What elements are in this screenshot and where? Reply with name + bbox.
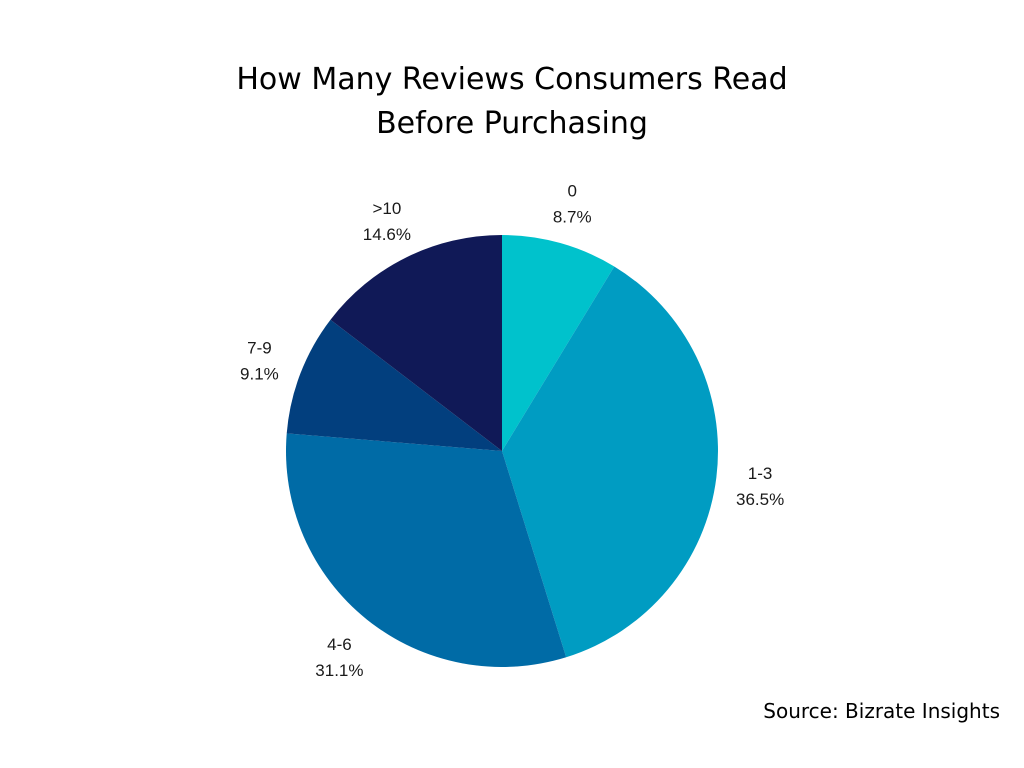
pie-slice-10 xyxy=(330,235,502,451)
slice-value-label: 8.7% xyxy=(553,208,592,227)
chart-title-line-1: How Many Reviews Consumers Read xyxy=(236,62,788,97)
pie-slice-13 xyxy=(502,266,718,658)
source-note: Source: Bizrate Insights xyxy=(763,699,1000,723)
slice-category-label: 1-3 xyxy=(748,464,773,483)
pie-slice-46 xyxy=(286,433,567,667)
slice-value-label: 9.1% xyxy=(240,365,279,384)
slice-value-label: 14.6% xyxy=(363,225,411,244)
slice-category-label: 4-6 xyxy=(327,635,352,654)
slice-category-label: 7-9 xyxy=(247,339,272,358)
pie-slice-79 xyxy=(286,319,502,451)
chart-title: How Many Reviews Consumers Read Before P… xyxy=(112,58,912,146)
slice-value-label: 31.1% xyxy=(315,661,363,680)
pie-slice-0 xyxy=(502,235,615,451)
chart-title-line-2: Before Purchasing xyxy=(376,106,648,141)
slice-value-label: 36.5% xyxy=(736,490,784,509)
slice-category-label: >10 xyxy=(372,199,401,218)
slice-category-label: 0 xyxy=(567,182,576,201)
pie-slices xyxy=(286,235,718,667)
pie-labels: 0 8.7% 1-3 36.5% 4-6 31.1% 7-9 9.1% >10 14.6% xyxy=(240,182,784,680)
